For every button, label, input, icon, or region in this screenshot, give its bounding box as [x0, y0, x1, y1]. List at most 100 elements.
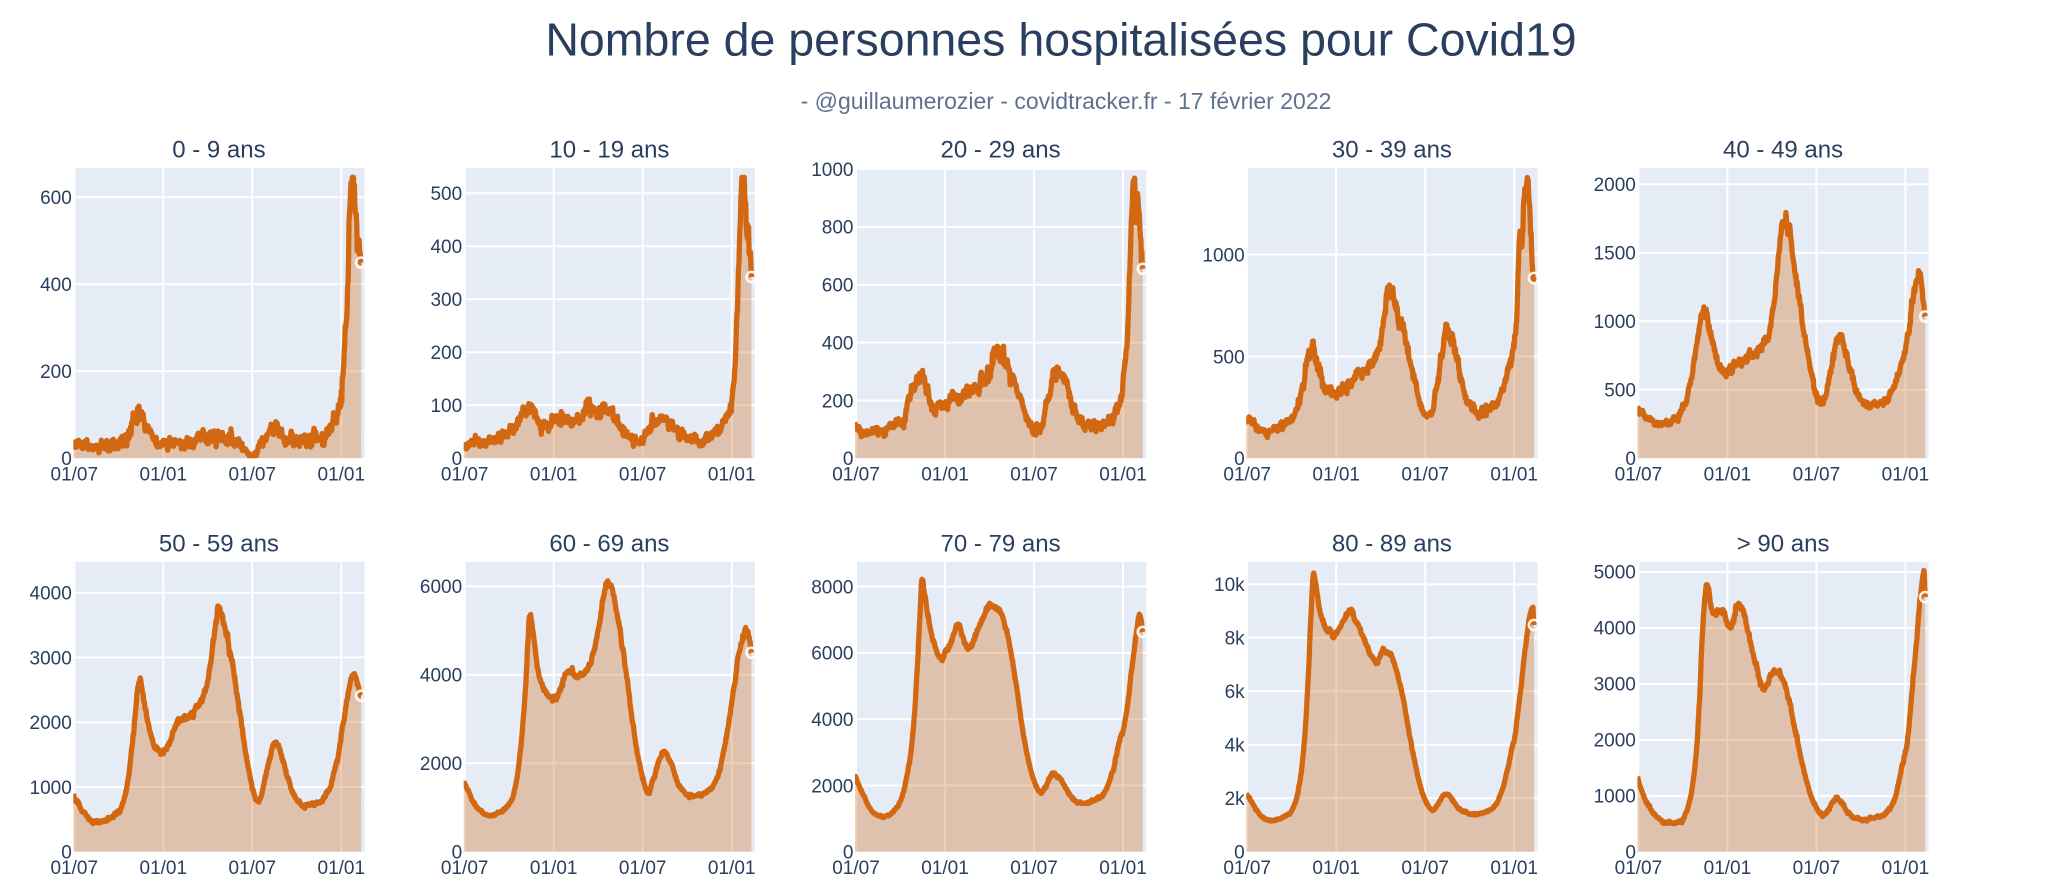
- svg-text:800: 800: [822, 218, 854, 239]
- svg-text:80 - 89 ans: 80 - 89 ans: [1332, 531, 1452, 558]
- svg-text:60 - 69 ans: 60 - 69 ans: [549, 531, 669, 558]
- svg-text:6k: 6k: [1225, 682, 1246, 703]
- svg-text:0 - 9 ans: 0 - 9 ans: [172, 137, 265, 164]
- svg-text:01/07: 01/07: [51, 858, 99, 878]
- svg-text:70 - 79 ans: 70 - 79 ans: [941, 531, 1061, 558]
- svg-text:10 - 19 ans: 10 - 19 ans: [549, 137, 669, 164]
- svg-text:01/07: 01/07: [619, 858, 667, 878]
- svg-text:3000: 3000: [30, 648, 72, 669]
- svg-text:0: 0: [452, 449, 463, 470]
- svg-text:30 - 39 ans: 30 - 39 ans: [1332, 137, 1452, 164]
- svg-text:2000: 2000: [1594, 731, 1636, 752]
- svg-text:1000: 1000: [30, 778, 72, 799]
- svg-text:01/01: 01/01: [1099, 858, 1147, 878]
- svg-text:2000: 2000: [811, 776, 853, 797]
- svg-text:4000: 4000: [1594, 619, 1636, 640]
- svg-text:20 - 29 ans: 20 - 29 ans: [941, 137, 1061, 164]
- svg-text:0: 0: [1234, 449, 1245, 470]
- svg-text:2000: 2000: [420, 754, 462, 775]
- svg-text:500: 500: [1604, 381, 1636, 402]
- svg-text:1000: 1000: [1202, 245, 1244, 266]
- svg-text:40 - 49 ans: 40 - 49 ans: [1723, 137, 1843, 164]
- svg-text:01/07: 01/07: [1223, 465, 1271, 486]
- svg-text:400: 400: [430, 237, 462, 258]
- svg-text:3000: 3000: [1594, 675, 1636, 696]
- svg-text:0: 0: [843, 449, 854, 470]
- svg-text:600: 600: [822, 276, 854, 297]
- svg-text:300: 300: [430, 290, 462, 311]
- svg-text:4000: 4000: [30, 584, 72, 605]
- svg-text:6000: 6000: [420, 577, 462, 598]
- svg-text:01/01: 01/01: [140, 465, 188, 486]
- svg-text:600: 600: [40, 188, 72, 209]
- svg-text:4000: 4000: [420, 666, 462, 687]
- svg-text:- @guillaumerozier - covidtrac: - @guillaumerozier - covidtracker.fr - 1…: [801, 88, 1332, 114]
- svg-text:01/07: 01/07: [1401, 465, 1449, 486]
- svg-text:01/01: 01/01: [1704, 858, 1752, 878]
- svg-text:01/07: 01/07: [832, 858, 880, 878]
- svg-text:01/07: 01/07: [1401, 858, 1449, 878]
- svg-text:01/07: 01/07: [441, 465, 489, 486]
- svg-text:01/01: 01/01: [530, 858, 578, 878]
- svg-text:0: 0: [1625, 449, 1636, 470]
- svg-text:01/07: 01/07: [1010, 858, 1058, 878]
- svg-text:1000: 1000: [811, 160, 853, 181]
- svg-text:0: 0: [61, 843, 72, 864]
- svg-text:4000: 4000: [811, 710, 853, 731]
- svg-text:01/01: 01/01: [708, 858, 756, 878]
- svg-text:100: 100: [430, 396, 462, 417]
- svg-text:01/07: 01/07: [1793, 465, 1841, 486]
- svg-text:200: 200: [822, 391, 854, 412]
- svg-text:01/01: 01/01: [1882, 465, 1930, 486]
- svg-text:01/07: 01/07: [229, 465, 277, 486]
- svg-text:400: 400: [40, 275, 72, 296]
- svg-text:01/01: 01/01: [921, 465, 969, 486]
- svg-text:500: 500: [430, 184, 462, 205]
- svg-text:01/01: 01/01: [1312, 858, 1360, 878]
- svg-text:01/07: 01/07: [832, 465, 880, 486]
- svg-text:01/07: 01/07: [619, 465, 667, 486]
- svg-text:1000: 1000: [1594, 312, 1636, 333]
- svg-text:01/01: 01/01: [318, 858, 366, 878]
- svg-text:200: 200: [430, 343, 462, 364]
- svg-text:1000: 1000: [1594, 787, 1636, 808]
- svg-text:01/01: 01/01: [318, 465, 366, 486]
- svg-text:01/01: 01/01: [530, 465, 578, 486]
- svg-text:01/07: 01/07: [51, 465, 99, 486]
- svg-text:8000: 8000: [811, 577, 853, 598]
- svg-text:01/01: 01/01: [1704, 465, 1752, 486]
- svg-text:0: 0: [1625, 843, 1636, 864]
- svg-text:2000: 2000: [30, 713, 72, 734]
- svg-text:> 90 ans: > 90 ans: [1737, 531, 1830, 558]
- svg-text:01/07: 01/07: [229, 858, 277, 878]
- svg-text:1500: 1500: [1594, 244, 1636, 265]
- svg-text:01/07: 01/07: [1793, 858, 1841, 878]
- svg-text:200: 200: [40, 362, 72, 383]
- svg-text:01/01: 01/01: [1312, 465, 1360, 486]
- svg-text:400: 400: [822, 333, 854, 354]
- svg-text:0: 0: [61, 449, 72, 470]
- svg-text:01/07: 01/07: [1615, 465, 1663, 486]
- svg-text:01/01: 01/01: [1490, 465, 1538, 486]
- svg-text:01/07: 01/07: [1615, 858, 1663, 878]
- svg-text:01/01: 01/01: [921, 858, 969, 878]
- svg-text:500: 500: [1213, 347, 1245, 368]
- svg-text:01/01: 01/01: [708, 465, 756, 486]
- svg-text:0: 0: [843, 843, 854, 864]
- svg-text:2000: 2000: [1594, 175, 1636, 196]
- svg-text:50 - 59 ans: 50 - 59 ans: [159, 531, 279, 558]
- svg-text:0: 0: [452, 843, 463, 864]
- svg-text:0: 0: [1234, 843, 1245, 864]
- svg-text:8k: 8k: [1225, 629, 1246, 650]
- svg-text:2k: 2k: [1225, 789, 1246, 810]
- svg-text:01/01: 01/01: [1490, 858, 1538, 878]
- svg-text:10k: 10k: [1214, 575, 1245, 596]
- svg-text:Nombre de personnes hospitalis: Nombre de personnes hospitalisées pour C…: [545, 14, 1576, 66]
- svg-text:4k: 4k: [1225, 736, 1246, 757]
- svg-text:01/01: 01/01: [1099, 465, 1147, 486]
- svg-text:5000: 5000: [1594, 563, 1636, 584]
- svg-text:01/07: 01/07: [1223, 858, 1271, 878]
- svg-text:01/01: 01/01: [1882, 858, 1930, 878]
- svg-text:01/01: 01/01: [140, 858, 188, 878]
- svg-text:01/07: 01/07: [1010, 465, 1058, 486]
